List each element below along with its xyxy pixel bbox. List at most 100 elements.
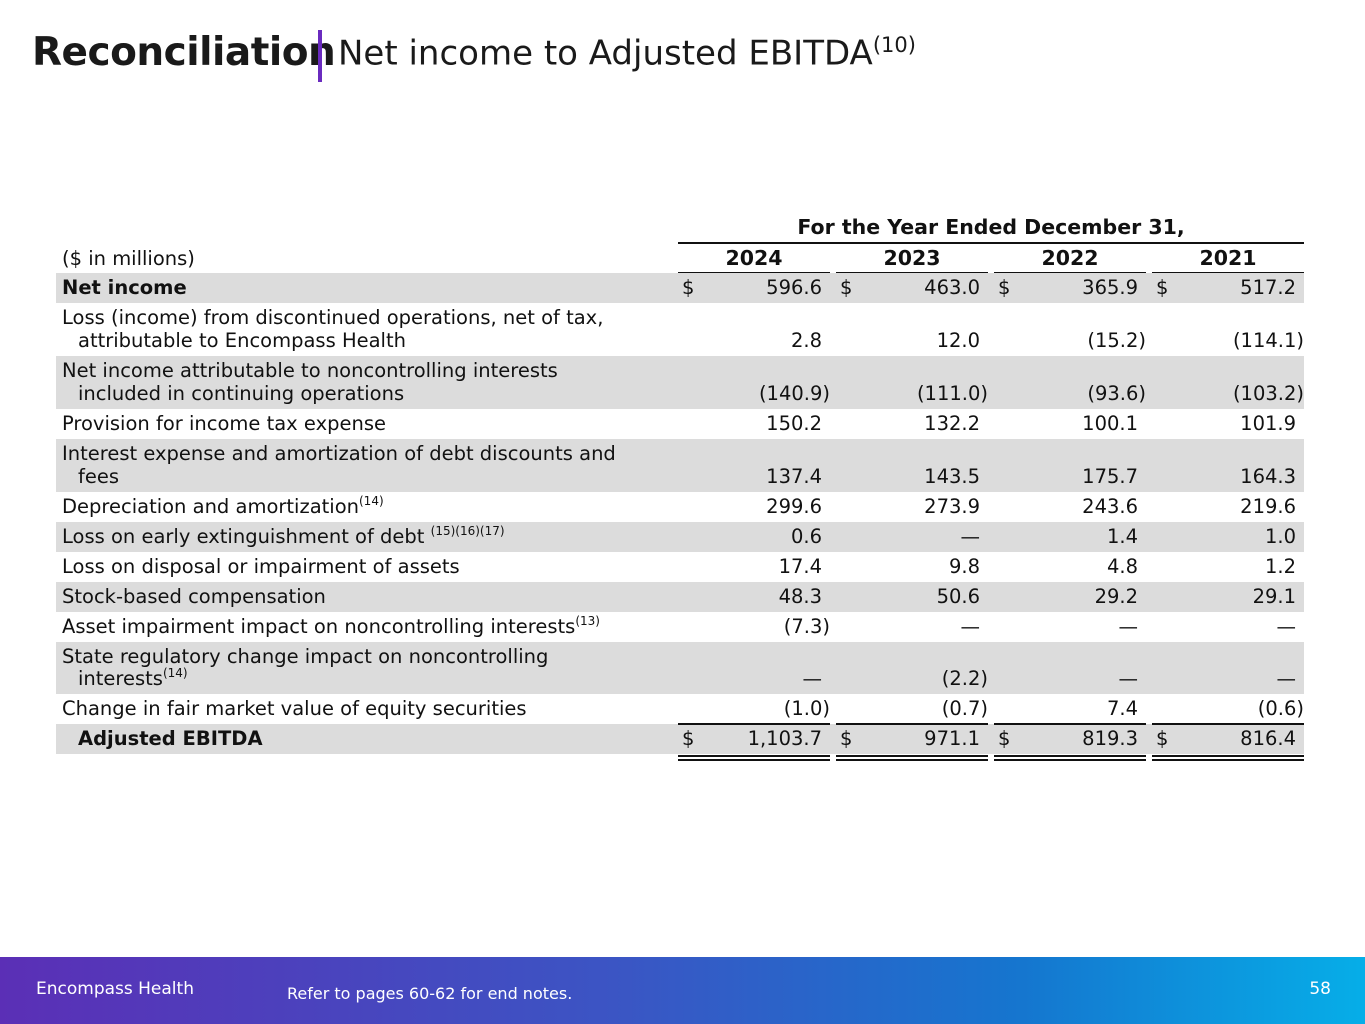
value-cell-2023: (111.0) (916, 382, 988, 405)
year-header-2021: 2021 (1152, 244, 1304, 274)
row-label: Change in fair market value of equity se… (62, 697, 527, 721)
row-label: Net income (62, 276, 187, 300)
double-underline (678, 755, 830, 761)
units-label: ($ in millions) (62, 247, 195, 270)
value-cell-2021: 517.2 (1240, 276, 1296, 299)
value-cell-2022: 365.9 (1082, 276, 1138, 299)
value-cell-2023: 463.0 (924, 276, 980, 299)
footer-endnote-reference: Refer to pages 60-62 for end notes. (287, 984, 573, 1003)
currency-symbol: $ (998, 276, 1011, 299)
value-cell-2023: 132.2 (924, 412, 980, 435)
value-cell-2024: (7.3) (783, 615, 830, 638)
row-label-text: Loss on early extinguishment of debt (62, 525, 431, 548)
page-number: 58 (1309, 979, 1331, 999)
row-footnote: (14) (162, 666, 188, 680)
row-label-text: Adjusted EBITDA (78, 727, 263, 750)
value-cell-2021: 101.9 (1240, 412, 1296, 435)
value-cell-2023: 50.6 (936, 585, 980, 608)
value-cell-2021: — (1276, 667, 1297, 690)
value-cell-2022: — (1118, 615, 1139, 638)
row-label: Loss on disposal or impairment of assets (62, 555, 460, 579)
total-overline (1152, 723, 1304, 725)
row-label-line1: Loss (income) from discontinued operatio… (62, 306, 604, 329)
value-cell-2022: 1.4 (1106, 525, 1138, 548)
double-underline (994, 755, 1146, 761)
row-label-text: Change in fair market value of equity se… (62, 697, 527, 720)
value-cell-2021: (0.6) (1257, 697, 1304, 720)
value-cell-2024: 2.8 (790, 329, 822, 352)
value-cell-2024: 299.6 (766, 495, 822, 518)
double-underline (836, 755, 988, 761)
footer-brand: Encompass Health (36, 979, 194, 999)
currency-symbol: $ (682, 727, 695, 750)
value-cell-2021: 164.3 (1240, 465, 1296, 488)
value-cell-2024: (1.0) (783, 697, 830, 720)
currency-symbol: $ (998, 727, 1011, 750)
title-subtitle: Net income to Adjusted EBITDA(10) (338, 33, 916, 73)
value-cell-2023: — (960, 525, 981, 548)
value-cell-2022: 243.6 (1082, 495, 1138, 518)
value-cell-2023: 143.5 (924, 465, 980, 488)
row-label: Depreciation and amortization(14) (62, 495, 384, 519)
total-overline (994, 723, 1146, 725)
currency-symbol: $ (1156, 276, 1169, 299)
footer-bar: Encompass Health Refer to pages 60-62 fo… (0, 957, 1365, 1024)
value-cell-2023: — (960, 615, 981, 638)
table-row: Provision for income tax expense 150.2 132… (56, 409, 1304, 439)
table-row: Adjusted EBITDA $1,103.7 $971.1 $819.3 $816.… (56, 724, 1304, 754)
value-cell-2022: (93.6) (1087, 382, 1146, 405)
value-cell-2023: 9.8 (948, 555, 980, 578)
value-cell-2021: 219.6 (1240, 495, 1296, 518)
value-cell-2022: 819.3 (1082, 727, 1138, 750)
value-cell-2021: 29.1 (1252, 585, 1296, 608)
row-label-text: included in continuing operations (78, 382, 405, 405)
value-cell-2022: 100.1 (1082, 412, 1138, 435)
year-header-2023: 2023 (836, 244, 988, 274)
table-row: Loss (income) from discontinued operatio… (56, 303, 1304, 356)
value-cell-2023: 273.9 (924, 495, 980, 518)
table-row: Loss on disposal or impairment of assets… (56, 552, 1304, 582)
value-cell-2024: 0.6 (790, 525, 822, 548)
currency-symbol: $ (840, 276, 853, 299)
title-subtitle-text: Net income to Adjusted EBITDA (338, 33, 873, 74)
row-label-line1: Interest expense and amortization of deb… (62, 442, 616, 465)
value-cell-2024: — (802, 667, 823, 690)
value-cell-2021: 816.4 (1240, 727, 1296, 750)
row-label-text: fees (78, 465, 120, 488)
value-cell-2024: (140.9) (758, 382, 830, 405)
row-label-text: interests (78, 667, 163, 690)
currency-symbol: $ (840, 727, 853, 750)
currency-symbol: $ (1156, 727, 1169, 750)
table-row: Net income attributable to noncontrollin… (56, 356, 1304, 409)
value-cell-2021: — (1276, 615, 1297, 638)
value-cell-2024: 150.2 (766, 412, 822, 435)
value-cell-2024: 48.3 (778, 585, 822, 608)
total-overline (836, 723, 988, 725)
table-row: State regulatory change impact on noncon… (56, 642, 1304, 694)
row-label-line1: State regulatory change impact on noncon… (62, 645, 549, 668)
row-label-line2: interests(14) (78, 667, 188, 691)
table-row: Depreciation and amortization(14) 299.6 27… (56, 492, 1304, 522)
table-row: Loss on early extinguishment of debt (15… (56, 522, 1304, 552)
currency-symbol: $ (682, 276, 695, 299)
row-footnote: (13) (575, 614, 600, 628)
value-cell-2021: (103.2) (1232, 382, 1304, 405)
row-label-line2: included in continuing operations (78, 382, 404, 406)
row-label-text: Asset impairment impact on noncontrollin… (62, 615, 576, 638)
period-header: For the Year Ended December 31, (678, 212, 1304, 244)
value-cell-2024: 137.4 (766, 465, 822, 488)
value-cell-2022: 7.4 (1106, 697, 1138, 720)
row-label: Stock-based compensation (62, 585, 326, 609)
value-cell-2021: 1.2 (1264, 555, 1296, 578)
row-footnote: (14) (359, 494, 384, 508)
year-header-2024: 2024 (678, 244, 830, 274)
value-cell-2021: 1.0 (1264, 525, 1296, 548)
value-cell-2023: (0.7) (941, 697, 988, 720)
value-cell-2024: 596.6 (766, 276, 822, 299)
value-cell-2024: 1,103.7 (747, 727, 822, 750)
row-label-text: attributable to Encompass Health (78, 329, 406, 352)
table-row: Asset impairment impact on noncontrollin… (56, 612, 1304, 642)
value-cell-2021: (114.1) (1232, 329, 1304, 352)
row-label-text: Net income (62, 276, 187, 299)
row-label: Loss on early extinguishment of debt (15… (62, 525, 505, 549)
